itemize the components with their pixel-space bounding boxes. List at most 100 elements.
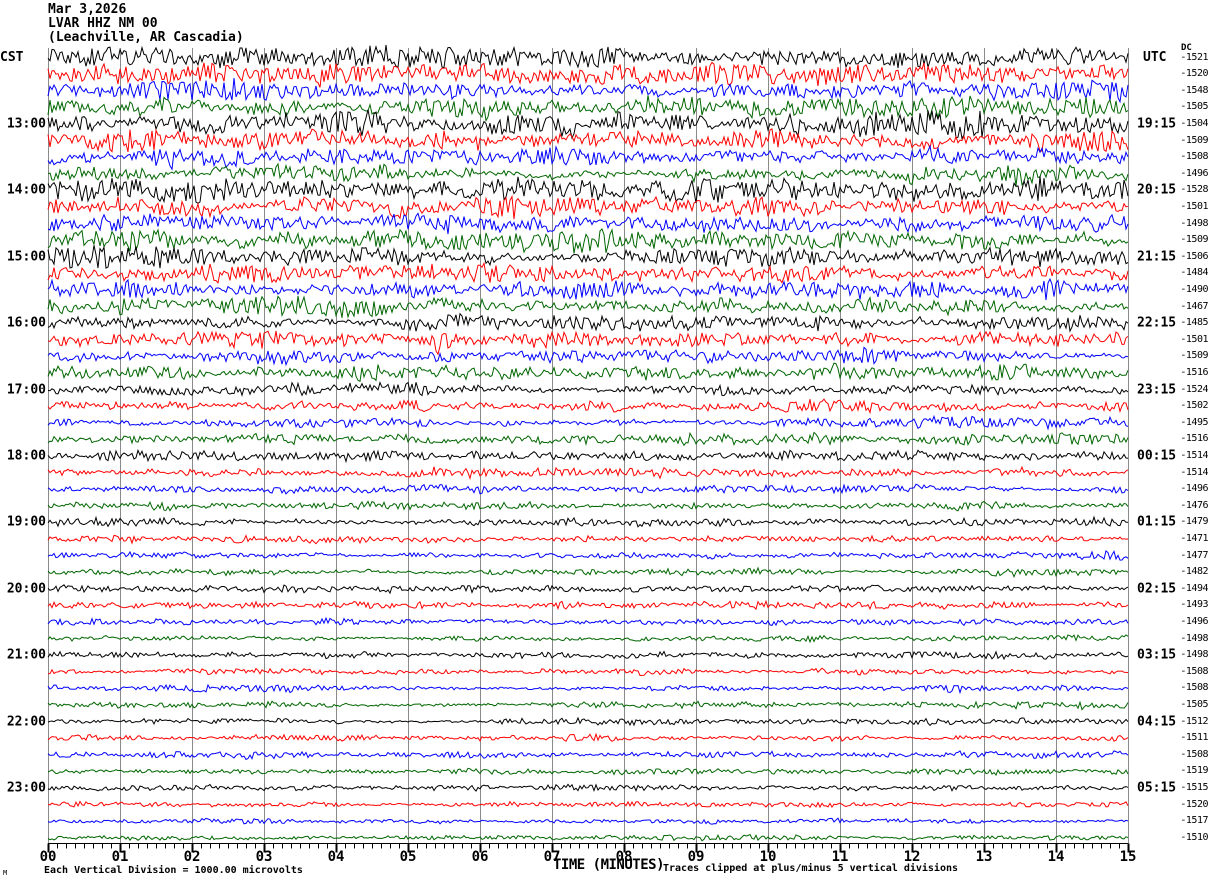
seismogram-trace-row — [47, 346, 1129, 367]
dc-offset-value: -1509 — [1180, 350, 1208, 362]
seismogram-trace-row — [47, 750, 1129, 761]
dc-offset-value: -1484 — [1180, 267, 1208, 279]
dc-offset-value: -1495 — [1180, 416, 1208, 428]
utc-time-label: 04:15 — [1137, 714, 1177, 729]
cst-hour-label: 19:00 — [6, 514, 46, 530]
dc-offset-value: -1496 — [1180, 615, 1208, 627]
x-tick-label: 01 — [111, 849, 129, 865]
dc-offset-value: -1501 — [1180, 333, 1208, 345]
seismogram-trace-row — [47, 261, 1129, 284]
dc-offset-value: -1504 — [1180, 117, 1208, 129]
dc-offset-value: -1496 — [1180, 167, 1208, 179]
dc-offset-value: -1501 — [1180, 200, 1208, 212]
seismogram-trace-row — [47, 767, 1129, 776]
cst-hour-label: 13:00 — [6, 116, 46, 132]
x-tick-label: 14 — [1047, 849, 1065, 865]
seismogram-trace-row — [47, 245, 1129, 269]
seismogram-trace-row — [47, 448, 1129, 464]
dc-offset-value: -1471 — [1180, 532, 1208, 544]
x-tick-label: 15 — [1119, 849, 1137, 865]
dc-column-header: DC — [1181, 43, 1192, 53]
seismogram-trace-row — [47, 212, 1129, 235]
corner-mark: M — [3, 869, 8, 877]
x-tick-label: 03 — [255, 849, 273, 865]
seismogram-trace-row — [47, 128, 1129, 153]
cst-hour-label: 23:00 — [6, 780, 46, 796]
utc-time-label: 01:15 — [1137, 514, 1177, 530]
seismogram-trace-row — [47, 109, 1129, 140]
seismogram-trace-row — [47, 716, 1129, 727]
x-axis-title: TIME (MINUTES) — [553, 857, 665, 873]
dc-offset-value: -1512 — [1180, 715, 1208, 727]
utc-time-label: 02:15 — [1137, 581, 1177, 597]
seismogram-trace-row — [47, 833, 1129, 842]
dc-offset-value: -1510 — [1180, 831, 1208, 843]
dc-offset-value: -1498 — [1180, 649, 1208, 661]
seismogram-trace-row — [47, 800, 1129, 809]
seismogram-trace-row — [47, 398, 1129, 415]
seismogram-trace-row — [47, 277, 1129, 301]
dc-offset-value: -1479 — [1180, 516, 1208, 528]
dc-offset-value: -1498 — [1180, 217, 1208, 229]
header-date: Mar 3,2026 — [48, 2, 127, 17]
x-tick-label: 07 — [543, 849, 561, 865]
seismogram-trace-row — [47, 295, 1129, 319]
cst-hour-label: 16:00 — [6, 315, 46, 331]
dc-offset-value: -1520 — [1180, 798, 1208, 810]
seismogram-trace-row — [47, 431, 1129, 447]
seismogram-trace-row — [47, 634, 1129, 644]
cst-hour-label: 14:00 — [6, 182, 46, 198]
seismogram-trace-row — [47, 175, 1129, 204]
x-tick-label: 09 — [687, 849, 705, 865]
seismogram-trace-row — [47, 817, 1129, 825]
dc-offset-value: -1494 — [1180, 582, 1208, 594]
utc-time-label: 05:15 — [1137, 780, 1177, 796]
dc-offset-value: -1482 — [1180, 566, 1208, 578]
seismogram-trace-row — [47, 483, 1129, 495]
dc-offset-value: -1508 — [1180, 682, 1208, 694]
cst-hour-label: 15:00 — [6, 249, 46, 265]
dc-offset-value: -1505 — [1180, 101, 1208, 113]
seismogram-trace-row — [47, 500, 1129, 512]
dc-offset-value: -1508 — [1180, 665, 1208, 677]
seismogram-trace-row — [47, 194, 1129, 220]
dc-offset-value: -1477 — [1180, 549, 1208, 561]
dc-offset-value: -1485 — [1180, 317, 1208, 329]
dc-offset-value: -1524 — [1180, 383, 1208, 395]
dc-offset-value: -1521 — [1180, 51, 1208, 63]
x-tick-label: 04 — [327, 849, 345, 865]
seismogram-trace-row — [47, 566, 1129, 578]
seismogram-trace-row — [47, 515, 1129, 528]
seismogram-trace-row — [47, 362, 1129, 383]
seismogram-trace-row — [47, 61, 1129, 88]
dc-offset-value: -1498 — [1180, 632, 1208, 644]
seismogram-trace-row — [47, 465, 1129, 481]
dc-offset-value: -1467 — [1180, 300, 1208, 312]
x-tick-label: 00 — [39, 849, 57, 865]
dc-offset-value: -1514 — [1180, 466, 1208, 478]
dc-offset-value: -1496 — [1180, 483, 1208, 495]
dc-offset-value: -1528 — [1180, 184, 1208, 196]
dc-offset-value: -1508 — [1180, 748, 1208, 760]
cst-hour-label: 20:00 — [6, 581, 46, 597]
dc-offset-value: -1506 — [1180, 250, 1208, 262]
seismogram-trace-row — [47, 616, 1129, 627]
utc-time-label: 23:15 — [1137, 382, 1177, 397]
dc-offset-value: -1505 — [1180, 698, 1208, 710]
seismogram-trace-row — [47, 95, 1129, 123]
dc-offset-value: -1517 — [1180, 815, 1208, 827]
dc-offset-value: -1509 — [1180, 234, 1208, 246]
seismogram-trace-row — [47, 414, 1129, 431]
dc-offset-value: -1502 — [1180, 400, 1208, 412]
seismogram-trace-row — [47, 144, 1129, 171]
dc-offset-value: -1548 — [1180, 84, 1208, 96]
seismogram-trace-row — [47, 650, 1129, 661]
seismogram-trace-row — [47, 732, 1129, 743]
dc-offset-value: -1516 — [1180, 366, 1208, 378]
utc-time-label: 20:15 — [1137, 182, 1177, 198]
x-tick-label: 12 — [903, 849, 921, 865]
dc-offset-value: -1511 — [1180, 732, 1208, 744]
x-tick-label: 02 — [183, 849, 201, 865]
dc-offset-value: -1514 — [1180, 449, 1208, 461]
